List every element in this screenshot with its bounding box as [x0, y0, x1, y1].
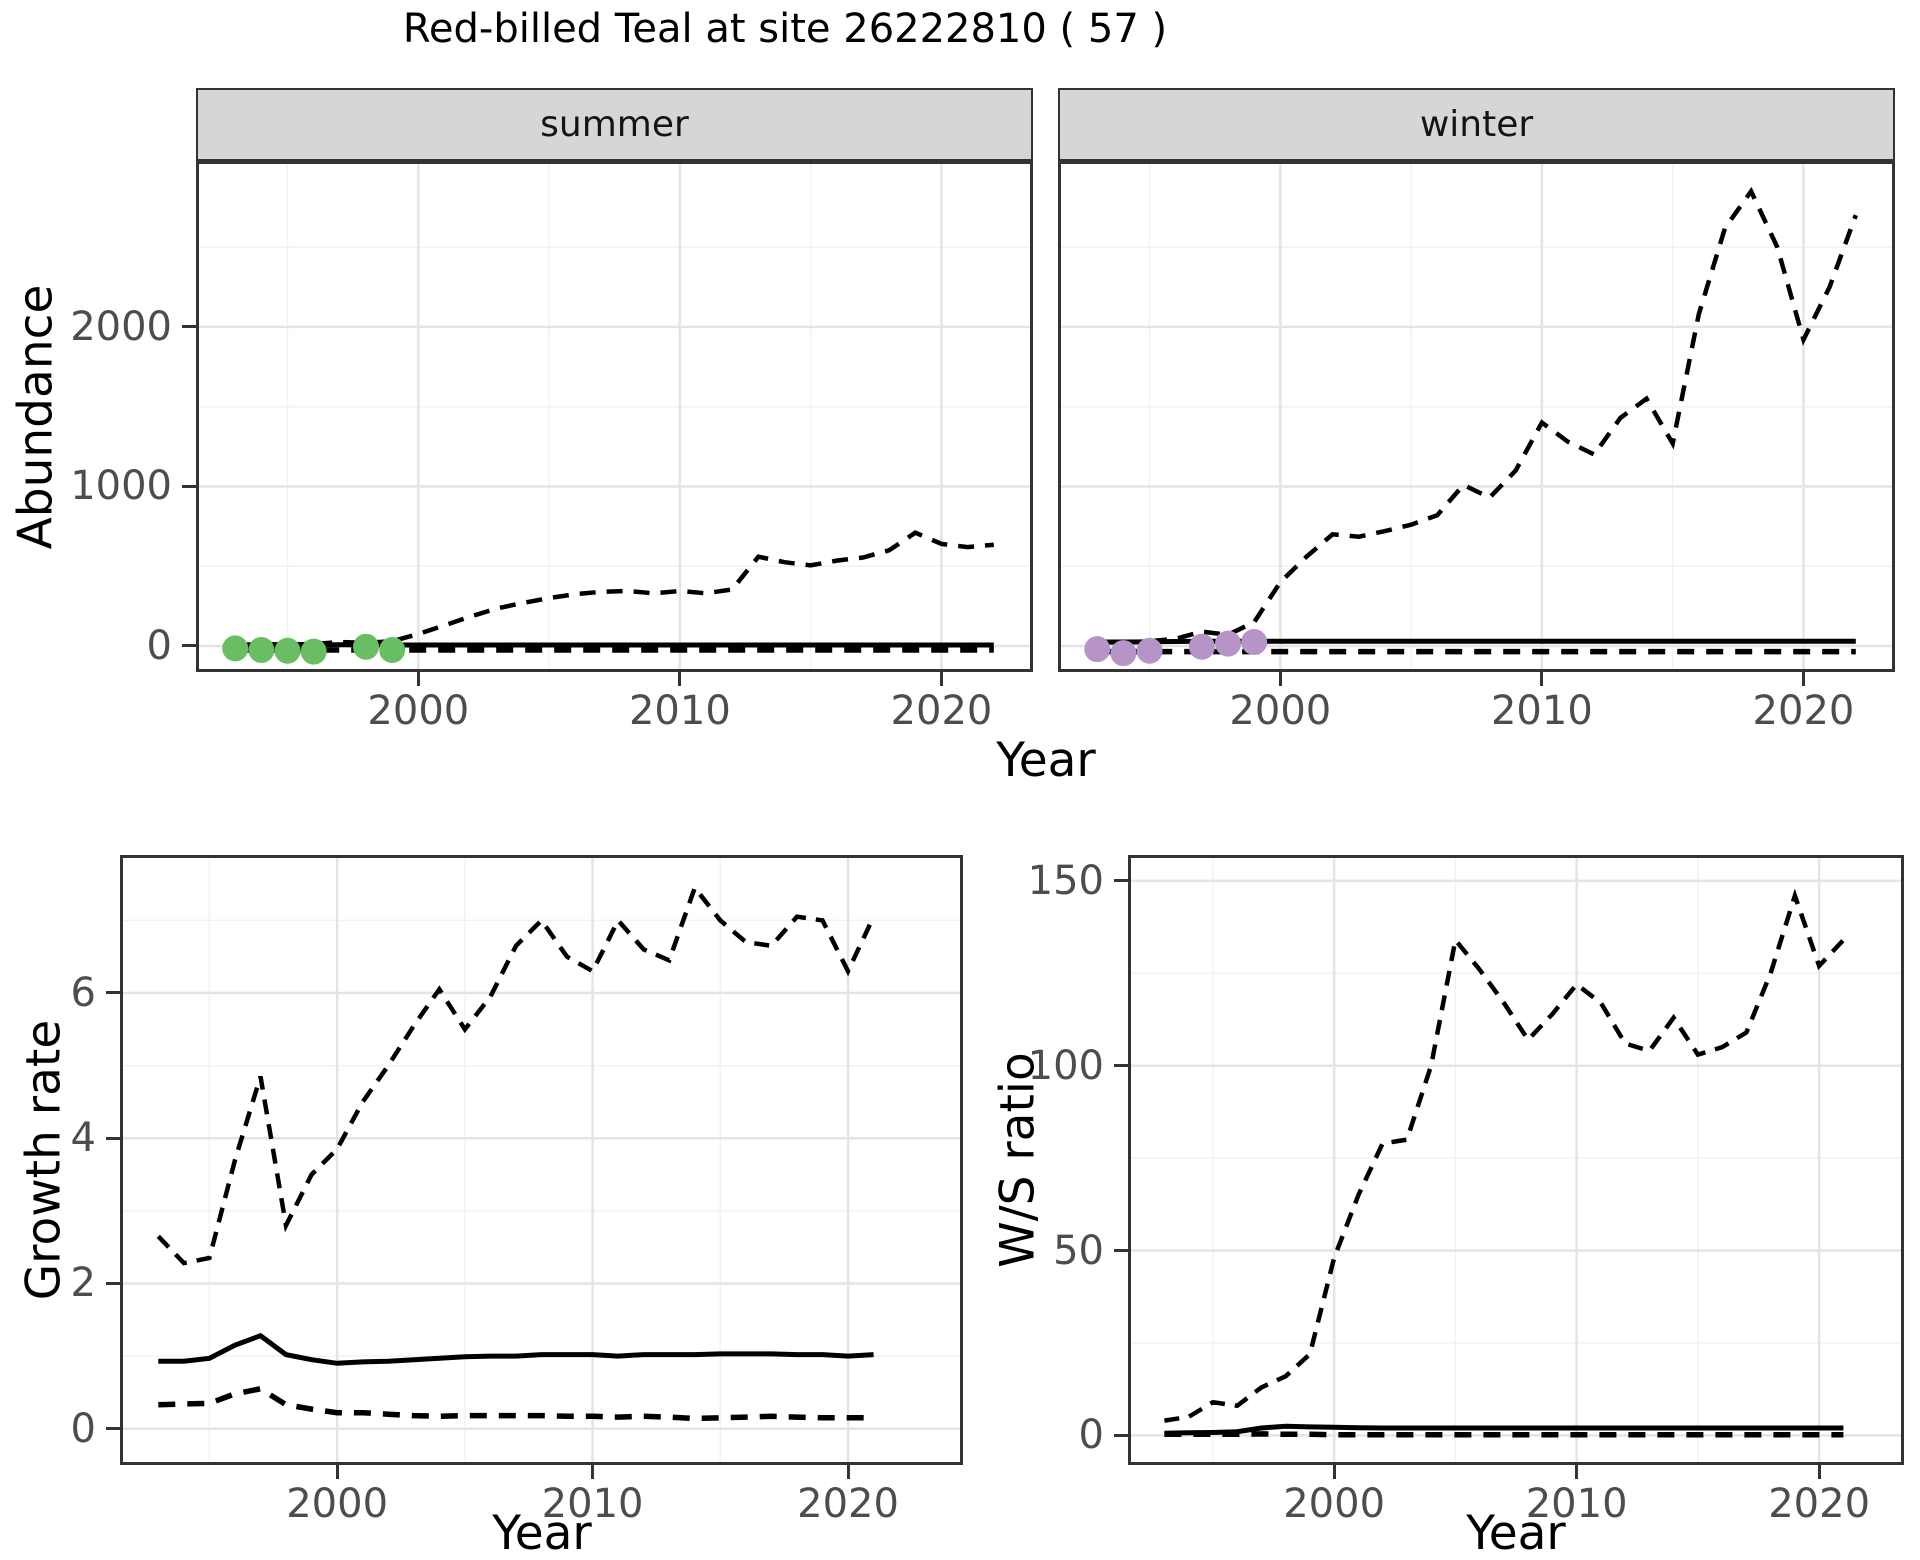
growth-rate-median-line — [158, 1332, 874, 1366]
x-tick-label: 2000 — [1229, 688, 1332, 734]
y-tick-mark — [106, 1136, 120, 1140]
x-tick-mark — [678, 672, 682, 686]
x-tick-label: 2020 — [1768, 1481, 1871, 1527]
x-tick-mark — [1540, 672, 1544, 686]
x-tick-mark — [591, 1465, 595, 1479]
x-axis-title-year-top: Year — [996, 733, 1096, 788]
observed-summer-counts-point — [274, 637, 301, 664]
x-tick-label: 2010 — [541, 1481, 644, 1527]
y-tick-label: 150 — [1027, 857, 1104, 904]
x-tick-label: 2000 — [367, 688, 470, 734]
facet-strip-winter-label: winter — [1419, 104, 1534, 145]
abundance-summer-upper_ci-line — [235, 530, 995, 647]
x-tick-mark — [416, 672, 420, 686]
observed-winter-counts-point — [1136, 637, 1163, 664]
page-title: Red-billed Teal at site 26222810 ( 57 ) — [402, 6, 1168, 52]
y-tick-label: 2000 — [70, 303, 172, 350]
y-tick-mark — [1114, 1064, 1128, 1068]
observed-summer-counts-point — [248, 636, 275, 663]
x-tick-mark — [1278, 672, 1282, 686]
x-tick-mark — [1817, 1465, 1821, 1479]
y-tick-label: 0 — [1078, 1412, 1104, 1459]
x-axis-title-year-ratio: Year — [1466, 1506, 1566, 1560]
y-tick-mark — [106, 1281, 120, 1285]
y-tick-label: 6 — [70, 969, 96, 1016]
y-tick-mark — [1114, 1433, 1128, 1437]
ws-ratio-median-line — [1164, 1423, 1844, 1436]
x-tick-mark — [939, 672, 943, 686]
ws-ratio-panel — [1128, 855, 1904, 1465]
y-tick-mark — [182, 484, 196, 488]
observed-summer-counts-point — [222, 635, 249, 662]
x-axis-title-year-growth: Year — [492, 1506, 592, 1560]
abundance-winter-panel — [1058, 161, 1895, 672]
observed-winter-counts-point — [1110, 640, 1137, 667]
observed-winter-counts-point — [1084, 636, 1111, 663]
observed-summer-counts-point — [300, 638, 327, 665]
x-tick-label: 2020 — [1752, 688, 1855, 734]
x-tick-label: 2020 — [797, 1481, 899, 1527]
facet-strip-summer-label: summer — [540, 104, 689, 145]
y-tick-mark — [1114, 879, 1128, 883]
x-tick-label: 2020 — [890, 688, 993, 734]
y-tick-mark — [106, 991, 120, 995]
observed-summer-counts-point — [353, 633, 380, 660]
y-tick-label: 2 — [70, 1260, 96, 1307]
y-tick-mark — [106, 1427, 120, 1431]
x-tick-mark — [1575, 1465, 1579, 1479]
y-tick-mark — [1114, 1249, 1128, 1253]
x-tick-label: 2000 — [286, 1481, 389, 1527]
x-tick-label: 2010 — [1525, 1481, 1628, 1527]
y-tick-label: 0 — [70, 1405, 96, 1452]
observed-summer-counts-point — [379, 636, 406, 663]
observed-winter-counts-point — [1241, 629, 1268, 656]
x-tick-mark — [335, 1465, 339, 1479]
ws-ratio-lower_ci-line — [1164, 1431, 1844, 1438]
x-tick-mark — [1801, 672, 1805, 686]
abundance-summer-panel — [196, 161, 1033, 672]
growth-rate-lower_ci-line — [158, 1385, 874, 1422]
x-tick-label: 2010 — [1490, 688, 1593, 734]
x-tick-label: 2000 — [1283, 1481, 1386, 1527]
facet-strip-summer: summer — [196, 88, 1033, 161]
y-tick-label: 1000 — [70, 463, 172, 510]
observed-winter-counts-point — [1188, 633, 1215, 660]
x-tick-mark — [846, 1465, 850, 1479]
y-tick-mark — [182, 325, 196, 329]
ws-ratio-upper_ci-line — [1164, 888, 1846, 1423]
y-tick-label: 100 — [1027, 1042, 1104, 1089]
growth-rate-upper_ci-line — [156, 883, 876, 1266]
x-tick-label: 2010 — [628, 688, 731, 734]
y-tick-label: 4 — [70, 1115, 96, 1162]
y-tick-label: 50 — [1053, 1227, 1104, 1274]
growth-rate-panel — [120, 855, 963, 1465]
y-tick-mark — [182, 644, 196, 648]
y-tick-label: 0 — [146, 622, 172, 669]
abundance-winter-upper_ci-line — [1097, 186, 1858, 646]
facet-strip-winter: winter — [1058, 88, 1895, 161]
observed-winter-counts-point — [1215, 630, 1242, 657]
x-tick-mark — [1332, 1465, 1336, 1479]
